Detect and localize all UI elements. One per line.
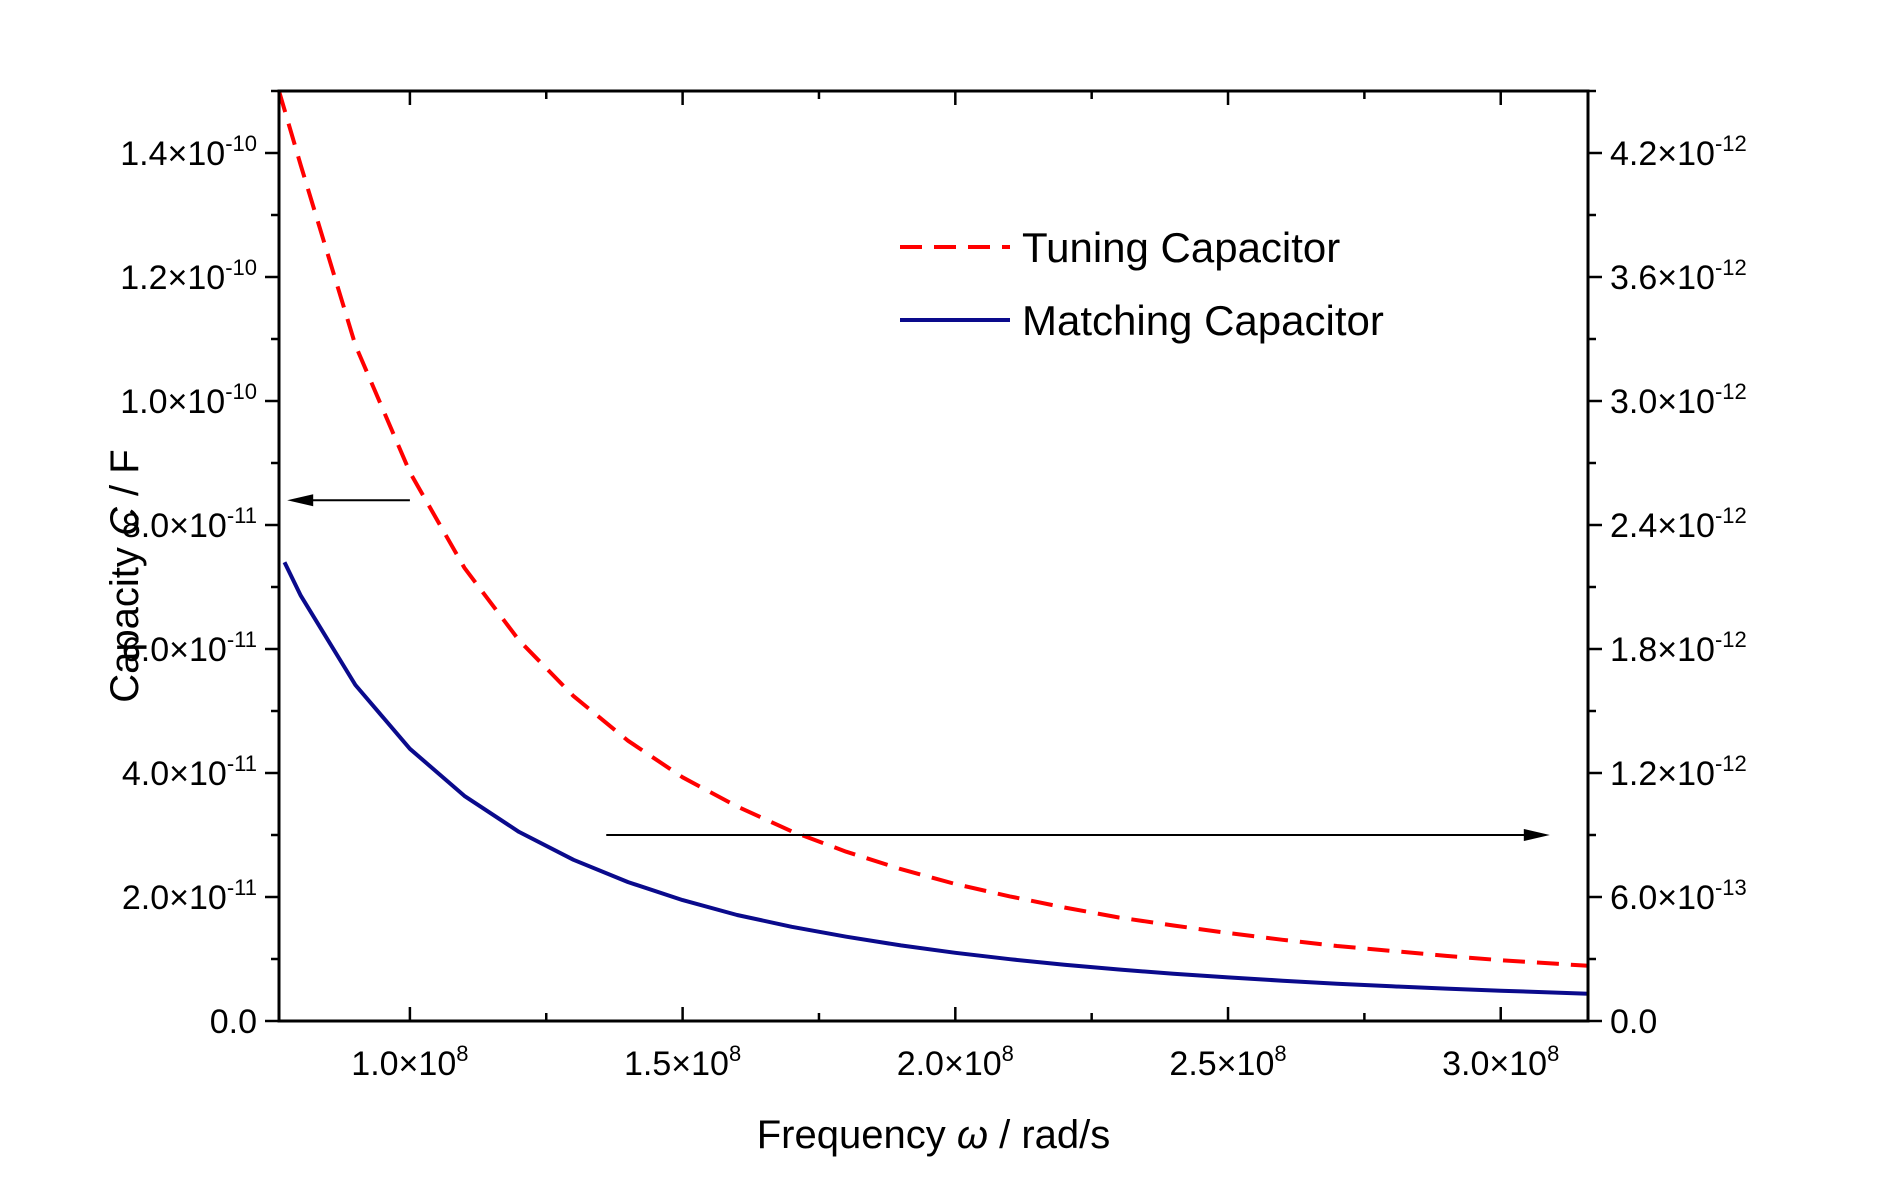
- plot-frame: [277, 89, 1590, 1023]
- y-axis-title-left: Capacity C / F: [103, 449, 147, 702]
- x-axis-title-symbol: ω: [957, 1113, 988, 1157]
- ticks: [265, 89, 1602, 1023]
- y-left-tick-label: 8.0×10-11: [122, 503, 257, 545]
- x-axis-title-suffix: / rad/s: [988, 1113, 1110, 1157]
- y-left-tick-label: 6.0×10-11: [122, 627, 257, 669]
- x-axis-title: Frequency ω / rad/s: [757, 1113, 1111, 1157]
- annotations: [287, 494, 1550, 841]
- y-right-tick-label: 2.4×10-12: [1610, 503, 1747, 545]
- y-right-tick-label: 3.6×10-12: [1610, 255, 1747, 297]
- y-right-tick-label: 3.0×10-12: [1610, 379, 1747, 421]
- y-left-tick-label: 4.0×10-11: [122, 751, 257, 793]
- y-axis-title-prefix: Capacity: [103, 536, 147, 703]
- y-left-tick-label: 1.4×10-10: [120, 131, 257, 173]
- legend: Tuning Capacitor Matching Capacitor: [900, 224, 1384, 344]
- y-left-tick-label: 2.0×10-11: [122, 875, 257, 917]
- y-axis-title-symbol: C: [103, 506, 147, 536]
- plot-marks: [277, 90, 1589, 996]
- legend-label-tuning-capacitor: Tuning Capacitor: [1022, 224, 1340, 271]
- annotation-arrow-head-right: [1523, 829, 1550, 841]
- x-tick-label: 2.5×108: [1169, 1041, 1286, 1083]
- y-right-tick-label: 1.2×10-12: [1610, 751, 1747, 793]
- x-tick-label: 2.0×108: [897, 1041, 1014, 1083]
- x-tick-label: 1.5×108: [624, 1041, 741, 1083]
- series-line-matching-capacitor: [282, 561, 1589, 996]
- y-axis-title-suffix: / F: [103, 449, 147, 507]
- x-tick-label: 3.0×108: [1442, 1041, 1559, 1083]
- x-tick-label: 1.0×108: [351, 1041, 468, 1083]
- y-right-tick-label: 4.2×10-12: [1610, 131, 1747, 173]
- series-line-tuning-capacitor: [277, 90, 1589, 968]
- y-left-tick-label: 0.0: [210, 1003, 257, 1041]
- y-right-tick-label: 6.0×10-13: [1610, 875, 1747, 917]
- y-right-tick-label: 1.8×10-12: [1610, 627, 1747, 669]
- y-left-tick-label: 1.2×10-10: [120, 255, 257, 297]
- annotation-arrow-head-left: [287, 494, 314, 507]
- y-right-tick-label: 0.0: [1610, 1003, 1657, 1041]
- tick-labels: 1.0×108 1.5×108 2.0×108 2.5×108 3.0×108 0.0 2.…: [120, 131, 1747, 1083]
- legend-label-matching-capacitor: Matching Capacitor: [1022, 297, 1384, 344]
- x-axis-title-prefix: Frequency: [757, 1113, 957, 1157]
- y-left-tick-label: 1.0×10-10: [120, 379, 257, 421]
